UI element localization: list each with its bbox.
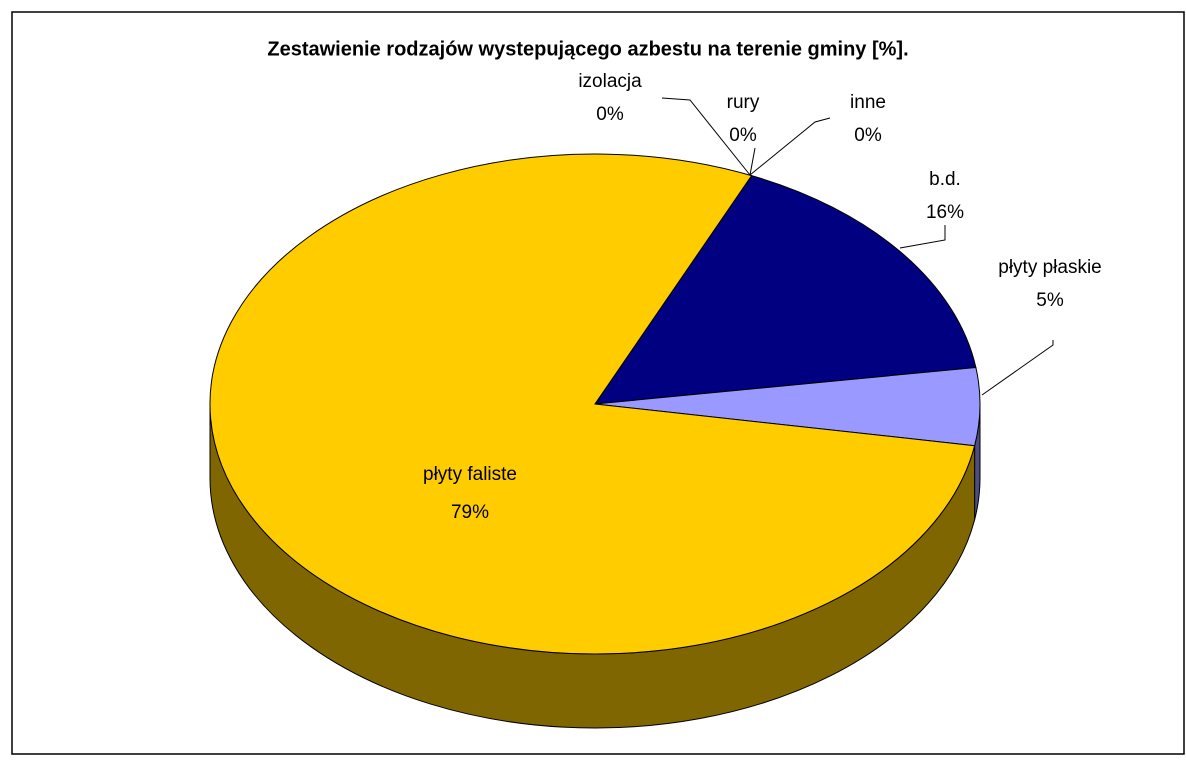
slice-label: rury bbox=[727, 92, 760, 113]
slice-label: izolacja bbox=[578, 71, 642, 92]
slice-value-label: 0% bbox=[596, 104, 624, 125]
leader-line bbox=[749, 147, 756, 176]
leader-line bbox=[661, 97, 751, 176]
pie-slice bbox=[209, 153, 976, 655]
slice-label: b.d. bbox=[929, 169, 961, 190]
leader-line bbox=[749, 117, 831, 176]
leader-line bbox=[899, 225, 946, 249]
slice-value-label: 16% bbox=[926, 202, 964, 223]
slice-value-label: 79% bbox=[451, 502, 489, 523]
chart-title: Zestawienie rodzajów wystepującego azbes… bbox=[267, 38, 908, 60]
slice-value-label: 5% bbox=[1036, 290, 1064, 311]
slice-label: płyty faliste bbox=[423, 464, 517, 485]
pie-slice bbox=[593, 175, 977, 405]
slice-label: inne bbox=[850, 92, 886, 113]
slice-value-label: 0% bbox=[854, 125, 882, 146]
slice-value-label: 0% bbox=[729, 125, 757, 146]
slice-label: płyty płaskie bbox=[998, 257, 1102, 278]
leader-line bbox=[981, 340, 1054, 396]
